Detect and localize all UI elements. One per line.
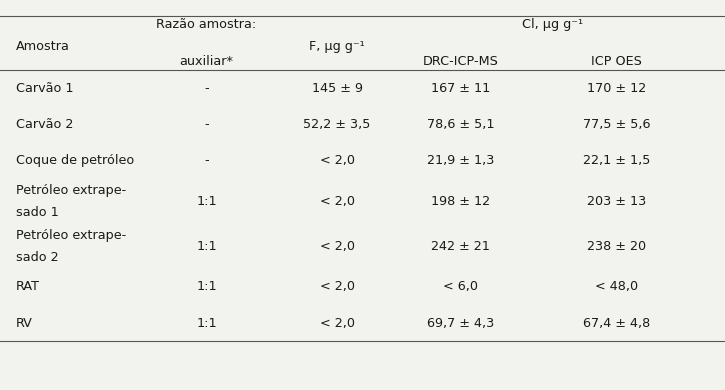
- Text: ICP OES: ICP OES: [591, 55, 642, 67]
- Text: sado 1: sado 1: [16, 206, 59, 219]
- Text: Coque de petróleo: Coque de petróleo: [16, 154, 134, 167]
- Text: 1:1: 1:1: [196, 195, 217, 208]
- Text: RAT: RAT: [16, 280, 40, 293]
- Text: F, µg g⁻¹: F, µg g⁻¹: [310, 40, 365, 53]
- Text: 170 ± 12: 170 ± 12: [587, 82, 646, 95]
- Text: 22,1 ± 1,5: 22,1 ± 1,5: [583, 154, 650, 167]
- Text: 21,9 ± 1,3: 21,9 ± 1,3: [427, 154, 494, 167]
- Text: < 2,0: < 2,0: [320, 154, 355, 167]
- Text: 1:1: 1:1: [196, 317, 217, 330]
- Text: < 2,0: < 2,0: [320, 280, 355, 293]
- Text: 1:1: 1:1: [196, 240, 217, 253]
- Text: < 48,0: < 48,0: [594, 280, 638, 293]
- Text: 167 ± 11: 167 ± 11: [431, 82, 490, 95]
- Text: < 6,0: < 6,0: [443, 280, 478, 293]
- Text: -: -: [204, 82, 209, 95]
- Text: Petróleo extrape-: Petróleo extrape-: [16, 184, 126, 197]
- Text: < 2,0: < 2,0: [320, 240, 355, 253]
- Text: < 2,0: < 2,0: [320, 195, 355, 208]
- Text: -: -: [204, 154, 209, 167]
- Text: 77,5 ± 5,6: 77,5 ± 5,6: [582, 118, 650, 131]
- Text: 52,2 ± 3,5: 52,2 ± 3,5: [304, 118, 370, 131]
- Text: 242 ± 21: 242 ± 21: [431, 240, 490, 253]
- Text: DRC-ICP-MS: DRC-ICP-MS: [423, 55, 498, 67]
- Text: Petróleo extrape-: Petróleo extrape-: [16, 229, 126, 242]
- Text: 78,6 ± 5,1: 78,6 ± 5,1: [426, 118, 494, 131]
- Text: Razão amostra:: Razão amostra:: [157, 18, 257, 30]
- Text: 67,4 ± 4,8: 67,4 ± 4,8: [583, 317, 650, 330]
- Text: 198 ± 12: 198 ± 12: [431, 195, 490, 208]
- Text: 238 ± 20: 238 ± 20: [587, 240, 646, 253]
- Text: RV: RV: [16, 317, 33, 330]
- Text: 145 ± 9: 145 ± 9: [312, 82, 362, 95]
- Text: Cl, µg g⁻¹: Cl, µg g⁻¹: [522, 18, 584, 30]
- Text: Amostra: Amostra: [16, 40, 70, 53]
- Text: 203 ± 13: 203 ± 13: [587, 195, 646, 208]
- Text: < 2,0: < 2,0: [320, 317, 355, 330]
- Text: Carvão 1: Carvão 1: [16, 82, 73, 95]
- Text: auxiliar*: auxiliar*: [180, 55, 233, 67]
- Text: sado 2: sado 2: [16, 251, 59, 264]
- Text: 1:1: 1:1: [196, 280, 217, 293]
- Text: -: -: [204, 118, 209, 131]
- Text: 69,7 ± 4,3: 69,7 ± 4,3: [427, 317, 494, 330]
- Text: Carvão 2: Carvão 2: [16, 118, 73, 131]
